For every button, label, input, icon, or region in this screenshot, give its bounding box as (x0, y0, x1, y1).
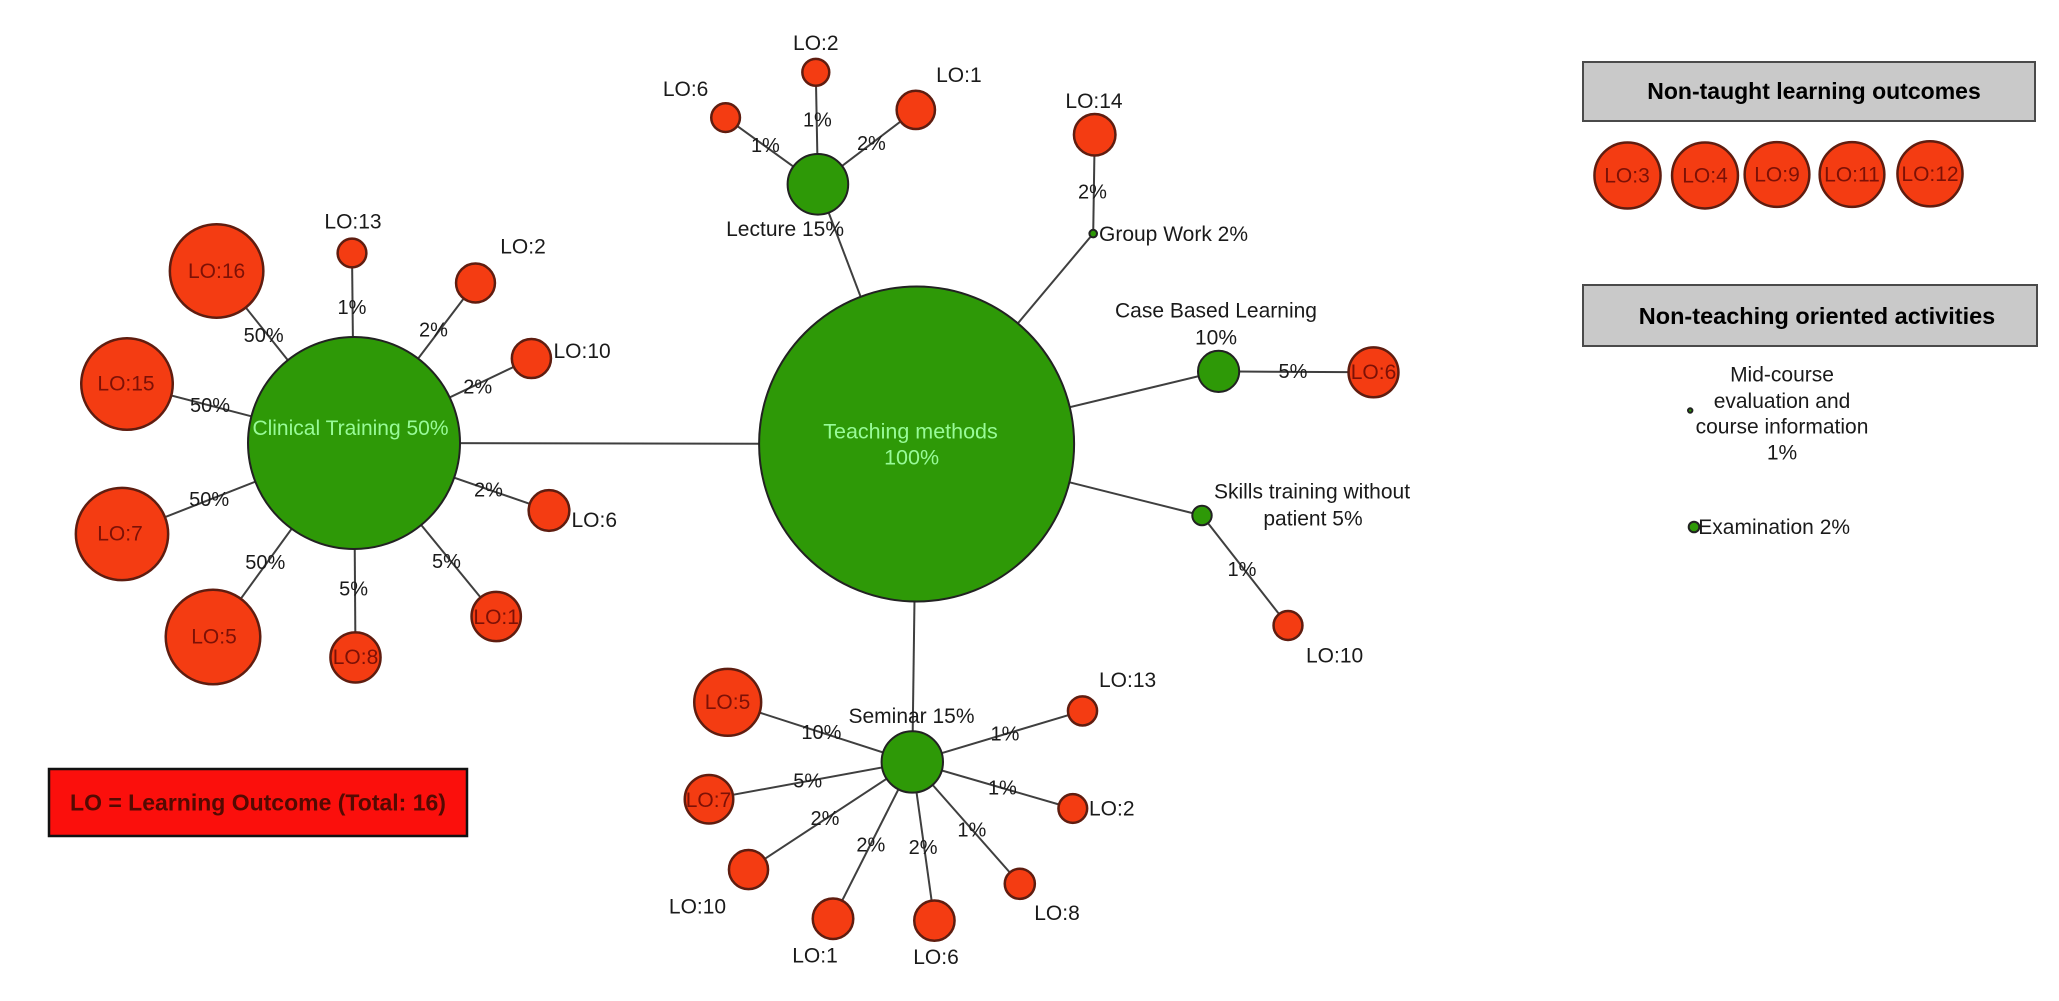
svg-text:1%: 1% (991, 724, 1020, 746)
svg-text:1%: 1% (988, 778, 1017, 800)
svg-text:Non-taught learning outcomes: Non-taught learning outcomes (1647, 78, 1981, 104)
svg-text:Seminar 15%: Seminar 15% (848, 705, 974, 728)
svg-text:100%: 100% (884, 446, 939, 470)
svg-text:2%: 2% (463, 377, 492, 399)
svg-text:Examination 2%: Examination 2% (1698, 516, 1850, 539)
svg-text:5%: 5% (1279, 361, 1308, 383)
svg-text:LO:15: LO:15 (97, 373, 154, 396)
svg-text:LO:6: LO:6 (1351, 361, 1397, 384)
svg-text:LO:2: LO:2 (500, 236, 546, 259)
svg-text:LO:5: LO:5 (705, 691, 751, 714)
svg-text:LO:1: LO:1 (473, 606, 519, 629)
svg-text:LO:2: LO:2 (1089, 797, 1135, 820)
svg-text:LO:6: LO:6 (913, 946, 959, 969)
svg-text:LO:2: LO:2 (793, 32, 839, 55)
svg-text:Clinical Training 50%: Clinical Training 50% (252, 417, 448, 440)
svg-text:LO:8: LO:8 (333, 646, 379, 669)
svg-text:LO:13: LO:13 (324, 211, 381, 234)
svg-text:LO = Learning Outcome (Total:: LO = Learning Outcome (Total: 16) (70, 790, 446, 816)
svg-text:LO:4: LO:4 (1682, 165, 1728, 188)
svg-text:10%: 10% (801, 722, 841, 744)
svg-text:2%: 2% (474, 480, 503, 502)
svg-text:LO:5: LO:5 (191, 626, 237, 649)
svg-text:Mid-course: Mid-course (1730, 364, 1834, 387)
svg-text:LO:9: LO:9 (1754, 164, 1800, 187)
svg-text:LO:7: LO:7 (686, 789, 732, 812)
svg-text:2%: 2% (1078, 182, 1107, 204)
svg-text:50%: 50% (244, 325, 284, 347)
svg-text:LO:6: LO:6 (572, 509, 618, 532)
svg-text:Case Based Learning: Case Based Learning (1115, 300, 1317, 323)
svg-text:Skills training without: Skills training without (1214, 481, 1410, 504)
svg-text:5%: 5% (432, 551, 461, 573)
svg-text:5%: 5% (793, 770, 822, 792)
svg-text:1%: 1% (338, 297, 367, 319)
svg-text:1%: 1% (1228, 559, 1257, 581)
svg-text:Teaching methods: Teaching methods (823, 420, 998, 444)
svg-text:1%: 1% (1767, 441, 1797, 464)
svg-text:1%: 1% (957, 819, 986, 841)
svg-text:LO:11: LO:11 (1824, 164, 1880, 187)
svg-text:5%: 5% (339, 578, 368, 600)
svg-text:LO:1: LO:1 (936, 64, 982, 87)
svg-text:2%: 2% (419, 319, 448, 341)
svg-text:LO:14: LO:14 (1065, 90, 1123, 113)
svg-text:LO:10: LO:10 (669, 896, 726, 919)
svg-text:50%: 50% (190, 395, 230, 417)
svg-text:LO:3: LO:3 (1604, 165, 1650, 188)
svg-text:LO:12: LO:12 (1901, 163, 1958, 186)
svg-text:2%: 2% (811, 808, 840, 830)
svg-text:Group Work 2%: Group Work 2% (1099, 223, 1248, 246)
svg-text:LO:8: LO:8 (1034, 902, 1080, 925)
svg-text:course information: course information (1696, 415, 1869, 438)
svg-text:Lecture 15%: Lecture 15% (726, 218, 844, 241)
svg-text:1%: 1% (803, 110, 832, 132)
svg-text:2%: 2% (856, 835, 885, 857)
svg-text:LO:10: LO:10 (554, 340, 611, 363)
svg-text:LO:13: LO:13 (1099, 669, 1156, 692)
svg-text:LO:7: LO:7 (97, 523, 143, 546)
svg-text:LO:6: LO:6 (663, 78, 709, 101)
svg-text:2%: 2% (857, 133, 886, 155)
svg-text:Non-teaching oriented activiti: Non-teaching oriented activities (1639, 303, 1995, 329)
svg-text:LO:1: LO:1 (792, 945, 838, 968)
svg-text:evaluation and: evaluation and (1714, 390, 1851, 413)
svg-text:50%: 50% (189, 489, 229, 511)
svg-text:patient 5%: patient 5% (1263, 508, 1362, 531)
svg-text:2%: 2% (909, 837, 938, 859)
svg-text:1%: 1% (751, 135, 780, 157)
svg-text:50%: 50% (245, 552, 285, 574)
svg-text:LO:16: LO:16 (188, 260, 245, 283)
svg-text:LO:10: LO:10 (1306, 645, 1363, 668)
svg-text:10%: 10% (1195, 327, 1237, 350)
